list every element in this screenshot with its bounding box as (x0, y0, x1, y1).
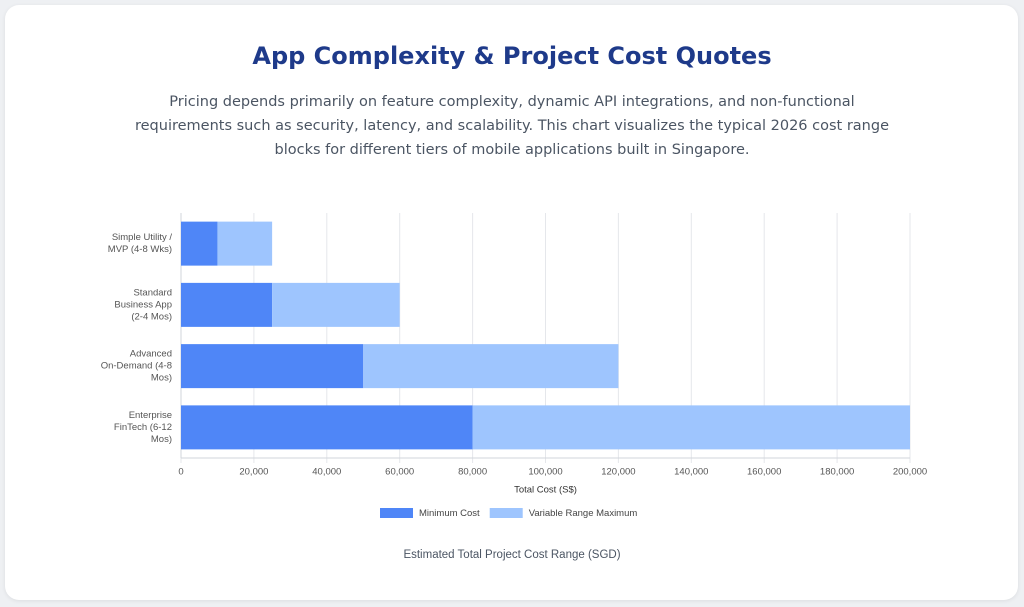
legend-swatch (380, 508, 413, 518)
bar (181, 282, 273, 327)
x-tick-label: 200,000 (893, 467, 927, 478)
chart-title: App Complexity & Project Cost Quotes (252, 42, 772, 70)
bar (272, 282, 400, 327)
y-tick-label: On-Demand (4-8 (101, 361, 172, 372)
bar (472, 405, 910, 450)
x-tick-label: 40,000 (312, 467, 341, 478)
x-tick-label: 20,000 (239, 467, 268, 478)
y-tick-label: Standard (133, 287, 172, 298)
bar (363, 344, 619, 389)
card (5, 5, 1018, 600)
bar (181, 405, 473, 450)
x-tick-label: 80,000 (458, 467, 487, 478)
x-axis-title: Total Cost (S$) (514, 485, 577, 496)
bar (181, 221, 218, 266)
y-tick-label: MVP (4-8 Wks) (108, 244, 172, 255)
caption: Estimated Total Project Cost Range (SGD) (403, 549, 620, 561)
legend-label: Minimum Cost (419, 508, 480, 519)
chart-subtitle: Pricing depends primarily on feature com… (134, 94, 889, 158)
y-tick-label: Mos) (151, 434, 172, 445)
y-tick-label: Mos) (151, 373, 172, 384)
x-tick-label: 160,000 (747, 467, 781, 478)
x-tick-label: 60,000 (385, 467, 414, 478)
y-tick-label: Advanced (130, 349, 172, 360)
x-tick-label: 100,000 (528, 467, 562, 478)
y-tick-label: Simple Utility / (112, 232, 173, 243)
x-tick-label: 180,000 (820, 467, 854, 478)
x-tick-label: 140,000 (674, 467, 708, 478)
x-tick-label: 0 (178, 467, 183, 478)
legend-label: Variable Range Maximum (529, 508, 638, 519)
bar (181, 344, 364, 389)
y-tick-label: FinTech (6-12 (114, 422, 172, 433)
legend-swatch (489, 508, 523, 518)
y-tick-label: Enterprise (129, 410, 172, 421)
y-tick-label: Business App (114, 299, 172, 310)
bar (217, 221, 273, 266)
y-tick-label: (2-4 Mos) (131, 311, 172, 322)
x-tick-label: 120,000 (601, 467, 635, 478)
